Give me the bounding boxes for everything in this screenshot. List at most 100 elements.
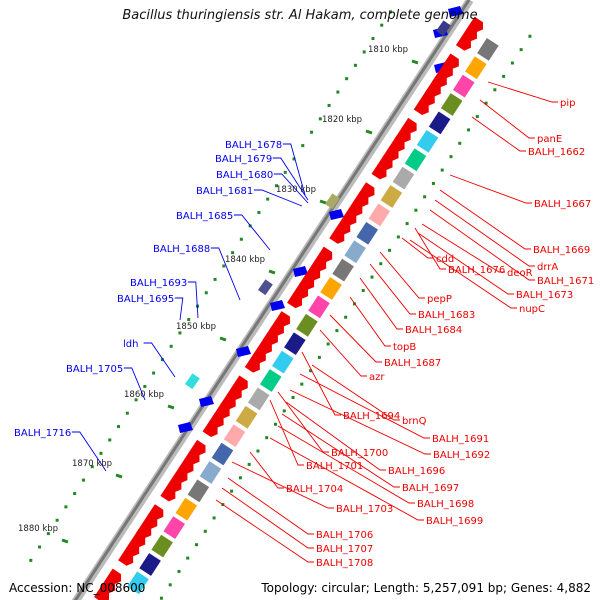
- outer-tick: [125, 411, 129, 415]
- inner-tick: [230, 489, 234, 493]
- left-gene-label: BALH_1695: [117, 294, 174, 305]
- forward-gene: [236, 346, 251, 357]
- ruler-label: 1830 kbp: [276, 185, 316, 195]
- inner-tick: [300, 382, 304, 386]
- right-leader-line: [249, 451, 284, 489]
- inner-tick: [203, 529, 207, 533]
- outer-tick: [46, 532, 50, 536]
- inner-tick: [379, 262, 383, 266]
- outer-tick: [143, 384, 147, 388]
- right-leader-line: [281, 413, 400, 488]
- right-leader-line: [414, 227, 446, 270]
- outer-tick: [160, 358, 164, 362]
- right-gene-label: BALH_1701: [306, 461, 363, 472]
- feature-box: [163, 516, 185, 540]
- outer-tick: [152, 371, 156, 375]
- outer-tick: [204, 291, 208, 295]
- genome-title: Bacillus thuringiensis str. Al Hakam, co…: [122, 8, 478, 23]
- inner-tick: [247, 462, 251, 466]
- left-gene-label: BALH_1693: [130, 278, 187, 289]
- ruler-tick: [115, 473, 123, 479]
- forward-box: [185, 373, 200, 390]
- inner-tick: [344, 315, 348, 319]
- right-gene-label: BALH_1708: [316, 558, 373, 569]
- outer-tick: [90, 465, 94, 469]
- feature-box: [127, 571, 149, 595]
- forward-gene: [178, 422, 193, 433]
- ruler-tick: [411, 59, 419, 65]
- right-gene-label: BALH_1699: [426, 516, 483, 527]
- right-leader-line: [409, 239, 517, 309]
- inner-tick: [502, 74, 506, 78]
- right-leader-line: [301, 351, 341, 416]
- right-gene-label: topB: [393, 342, 416, 353]
- right-leader-line: [231, 461, 334, 509]
- feature-box: [404, 148, 427, 172]
- right-leader-line: [269, 437, 424, 521]
- right-leader-line: [421, 223, 505, 273]
- right-leader-line: [359, 277, 403, 330]
- left-leader-line: [282, 143, 306, 196]
- right-leader-line: [299, 373, 430, 439]
- right-leader-line: [269, 399, 304, 466]
- feature-box: [223, 424, 246, 448]
- feature-box: [272, 350, 294, 374]
- right-gene-label: BALH_1667: [534, 199, 591, 210]
- feature-box: [151, 534, 173, 558]
- right-leader-line: [277, 391, 329, 453]
- outer-tick: [371, 37, 375, 41]
- ruler-tick: [61, 538, 69, 544]
- left-leader-line: [187, 281, 199, 319]
- right-leader-line: [227, 477, 314, 535]
- reverse-gene: [190, 439, 206, 456]
- inner-tick: [510, 61, 514, 65]
- right-gene-label: BALH_1671: [537, 276, 594, 287]
- outer-tick: [283, 170, 287, 174]
- ruler-label: 1870 kbp: [72, 459, 112, 469]
- feature-box: [332, 258, 354, 282]
- right-gene-label: BALH_1691: [432, 434, 489, 445]
- inner-tick: [256, 449, 260, 453]
- outer-tick: [108, 438, 112, 442]
- inner-tick: [388, 248, 392, 252]
- outer-tick: [222, 264, 226, 268]
- left-leader-line: [123, 367, 146, 401]
- right-gene-label: deoR: [507, 268, 533, 279]
- outer-tick: [134, 398, 138, 402]
- right-leader-line: [417, 232, 514, 295]
- outer-tick: [292, 157, 296, 161]
- left-leader-line: [233, 214, 271, 251]
- reverse-gene: [232, 375, 248, 391]
- feature-box: [477, 37, 499, 61]
- inner-tick: [282, 409, 286, 413]
- forward-box: [258, 279, 273, 296]
- right-leader-line: [471, 116, 526, 152]
- inner-tick: [168, 583, 172, 587]
- feature-box: [308, 295, 330, 319]
- right-gene-label: BALH_1683: [418, 310, 475, 321]
- feature-box: [211, 442, 234, 466]
- tick-layer: [29, 10, 532, 600]
- feature-box: [380, 185, 403, 208]
- reverse-gene: [148, 504, 164, 520]
- inner-tick: [423, 195, 427, 199]
- reverse-gene: [317, 246, 333, 263]
- right-gene-label: BALH_1673: [516, 290, 573, 301]
- right-leader-line: [369, 263, 416, 315]
- right-leader-line: [329, 314, 382, 363]
- left-gene-label: BALH_1680: [216, 170, 273, 181]
- left-leader-line: [253, 189, 303, 207]
- inner-tick: [414, 208, 418, 212]
- left-gene-label: BALH_1678: [225, 140, 282, 151]
- inner-tick: [440, 168, 444, 172]
- left-gene-label: BALH_1716: [14, 428, 71, 439]
- inner-tick: [475, 115, 479, 119]
- outer-tick: [336, 90, 340, 94]
- right-gene-label: BALH_1698: [417, 499, 474, 510]
- leader-layer: [71, 81, 558, 563]
- outer-tick: [38, 545, 42, 549]
- right-leader-line: [439, 189, 531, 250]
- feature-box: [296, 313, 318, 337]
- right-leader-line: [434, 199, 535, 267]
